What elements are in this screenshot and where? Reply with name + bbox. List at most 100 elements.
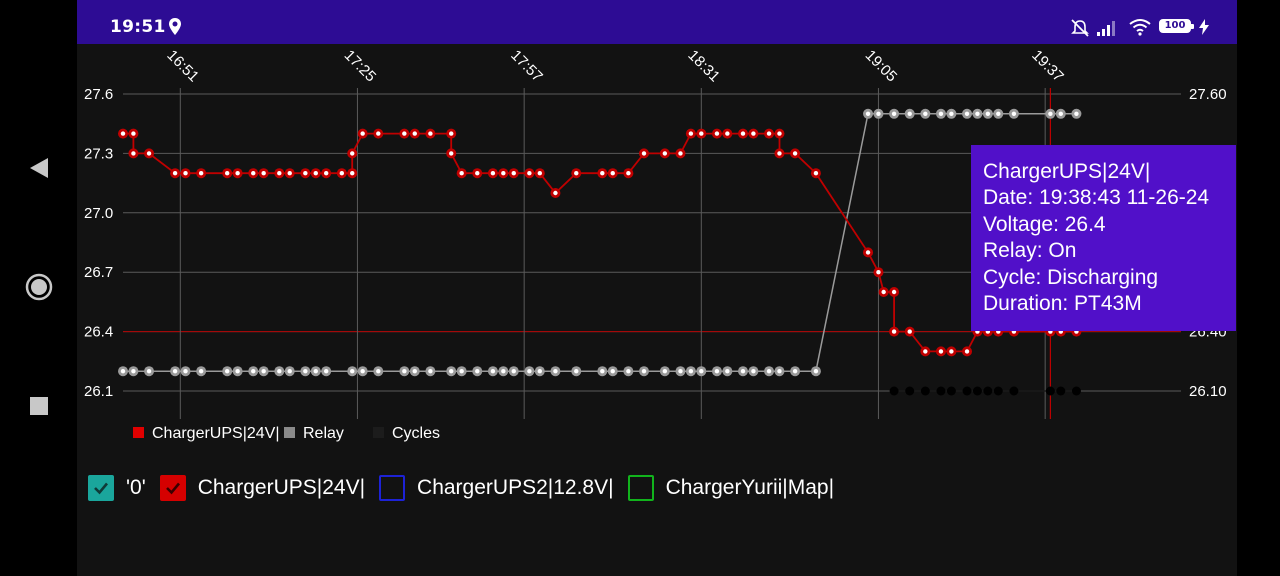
- data-point-center: [412, 369, 417, 374]
- home-icon: [25, 273, 52, 301]
- screen-margin: [1237, 0, 1280, 576]
- data-point-center: [949, 111, 954, 117]
- data-point-center: [198, 369, 204, 374]
- data-point-center: [610, 369, 615, 374]
- data-point-center: [459, 369, 464, 374]
- data-point-center: [449, 131, 454, 136]
- data-point-center: [907, 111, 912, 117]
- data-point-center: [725, 369, 730, 374]
- data-point: [920, 386, 930, 396]
- data-point-center: [678, 151, 683, 156]
- x-tick-label: 19:37: [1028, 47, 1067, 86]
- data-point-center: [985, 111, 991, 117]
- signal-icon: [1097, 21, 1115, 36]
- data-point-center: [751, 131, 756, 136]
- y-axis-left-ticks: 27.6 27.3 27.0 26.7 26.4 26.1: [84, 86, 113, 400]
- data-point-center: [449, 369, 454, 374]
- y-tick-label-left: 26.4: [84, 324, 113, 341]
- data-point-center: [172, 171, 178, 176]
- data-point: [993, 386, 1003, 396]
- data-point-center: [923, 111, 928, 117]
- data-point: [946, 386, 956, 396]
- recents-icon: [29, 397, 48, 415]
- home-button[interactable]: [0, 262, 77, 312]
- data-point-center: [766, 131, 772, 136]
- toggle-label: ChargerUPS|24V|: [197, 476, 366, 499]
- data-point-center: [938, 349, 944, 354]
- data-point-center: [251, 369, 256, 374]
- data-point-center: [183, 171, 188, 176]
- data-point-center: [740, 131, 746, 136]
- toggle-series-0[interactable]: '0': [88, 475, 146, 501]
- data-point-center: [511, 171, 516, 176]
- data-point-center: [323, 369, 329, 374]
- data-point-center: [813, 369, 819, 374]
- data-point-center: [350, 171, 355, 176]
- data-point-center: [600, 369, 605, 374]
- toggle-series-chargerups-24v[interactable]: ChargerUPS|24V|: [159, 475, 366, 501]
- data-point-center: [600, 171, 605, 176]
- data-point-center: [574, 171, 579, 176]
- recents-button[interactable]: [0, 381, 77, 431]
- data-point-center: [501, 171, 506, 176]
- data-point-center: [1048, 111, 1053, 117]
- data-point-center: [412, 131, 417, 136]
- data-point-center: [699, 131, 704, 136]
- toggle-series-chargerups2-12v[interactable]: ChargerUPS2|12.8V|: [379, 475, 614, 501]
- chart-legend: ChargerUPS|24V| Relay Cycles: [133, 425, 440, 442]
- toggle-series-chargeryurii-map[interactable]: ChargerYurii|Map|: [627, 475, 834, 501]
- data-point-center: [881, 289, 886, 295]
- data-point-center: [996, 111, 1001, 117]
- data-point-center: [198, 171, 204, 176]
- data-point-center: [938, 111, 944, 117]
- data-point: [1056, 386, 1066, 396]
- data-point-center: [277, 369, 282, 374]
- data-point-center: [891, 289, 897, 295]
- status-bar: 19:51 100: [77, 0, 1237, 44]
- data-point-center: [313, 369, 318, 374]
- wifi-icon: [1129, 19, 1151, 36]
- data-point-center: [626, 369, 631, 374]
- data-point-center: [777, 151, 782, 156]
- checkbox-unchecked-icon[interactable]: [627, 475, 654, 501]
- data-point-center: [131, 131, 136, 136]
- data-point-center: [537, 171, 542, 176]
- data-point-center: [777, 369, 782, 374]
- data-point-center: [865, 250, 871, 255]
- checkbox-checked-icon[interactable]: [88, 475, 114, 501]
- data-point-center: [172, 369, 178, 374]
- data-point-center: [120, 131, 126, 136]
- data-point-center: [907, 329, 912, 334]
- data-point-center: [949, 349, 954, 354]
- data-point-center: [459, 171, 464, 176]
- data-point-center: [678, 369, 683, 374]
- series-toggle-bar: '0' ChargerUPS|24V| ChargerUPS2|12.8V| C…: [88, 472, 834, 504]
- data-point-center: [527, 171, 532, 176]
- data-point-center: [641, 151, 647, 156]
- data-point-center: [626, 171, 631, 176]
- data-point-center: [766, 369, 772, 374]
- x-axis-ticks: 16:51 17:25 17:57 18:31 19:05 19:37: [163, 47, 1066, 86]
- data-point-center: [688, 369, 694, 374]
- data-point-center: [490, 369, 496, 374]
- status-time: 19:51: [110, 17, 166, 37]
- y-tick-label-left: 26.1: [84, 383, 113, 400]
- x-tick-label: 18:31: [684, 47, 723, 86]
- checkbox-checked-icon[interactable]: [159, 475, 186, 501]
- toggle-label: '0': [126, 476, 146, 499]
- data-point-center: [1011, 111, 1017, 117]
- data-point-center: [792, 369, 798, 374]
- legend-swatch: [373, 427, 384, 438]
- data-point-center: [610, 171, 615, 176]
- legend-swatch: [133, 427, 144, 438]
- data-point-center: [975, 111, 980, 117]
- toggle-label: ChargerUPS2|12.8V|: [417, 476, 614, 499]
- checkbox-unchecked-icon[interactable]: [379, 475, 406, 501]
- legend-label: Relay: [303, 425, 344, 442]
- data-point-center: [360, 131, 365, 136]
- data-point-center: [475, 171, 480, 176]
- back-button[interactable]: [0, 143, 77, 193]
- data-point: [889, 386, 899, 396]
- data-point: [1071, 386, 1081, 396]
- tooltip-relay: Relay: On: [983, 239, 1077, 263]
